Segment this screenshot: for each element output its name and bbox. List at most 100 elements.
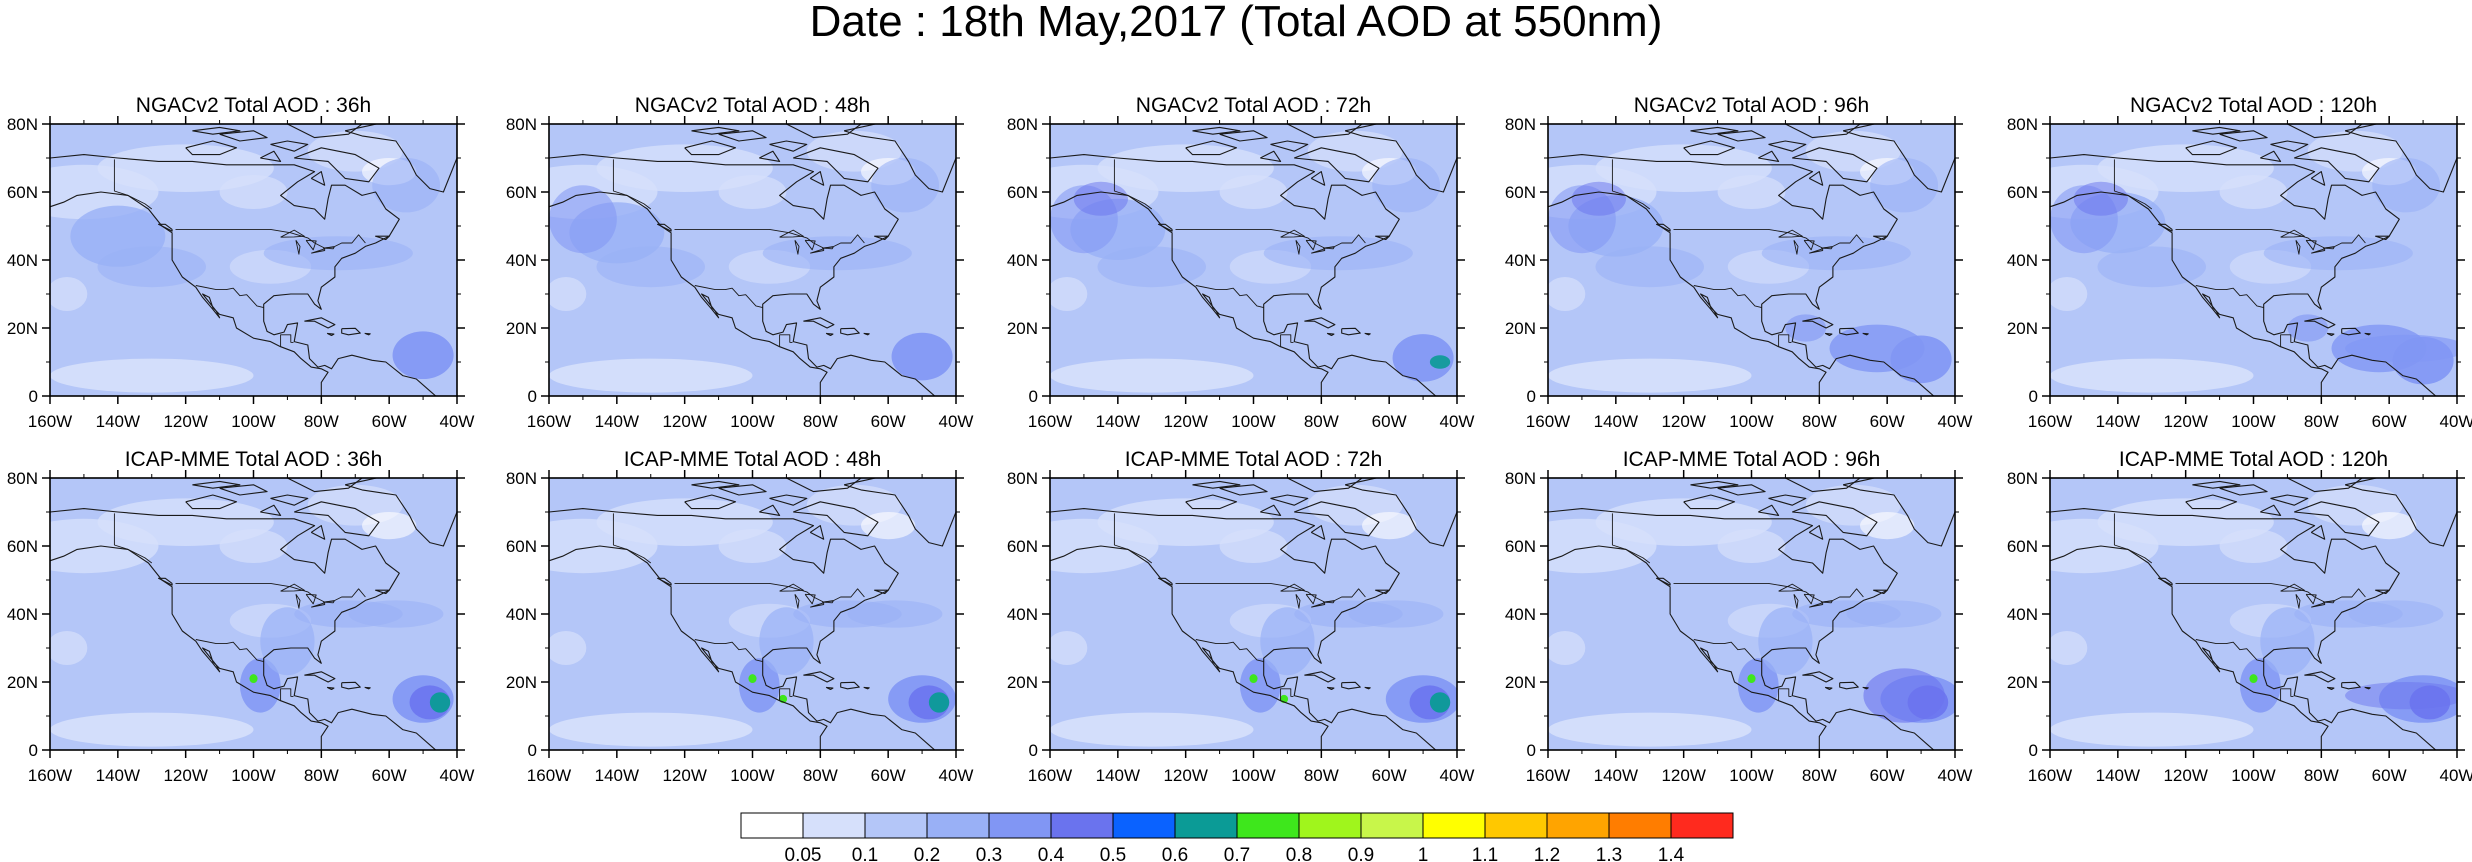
- panel-title: ICAP-MME Total AOD : 48h: [624, 448, 882, 471]
- lon-tick-label: 40W: [2440, 412, 2472, 431]
- lon-tick-label: 100W: [231, 766, 275, 785]
- lake-outline: [295, 594, 301, 609]
- aod-low-area: [2050, 358, 2254, 393]
- island-outline: [809, 171, 825, 186]
- island-outline: [2192, 126, 2241, 135]
- lat-tick-label: 80N: [2007, 469, 2038, 488]
- aod-high-area: [2345, 334, 2457, 362]
- lat-tick-label: 20N: [2007, 319, 2038, 338]
- lat-tick-label: 0: [1527, 741, 1536, 760]
- aod-high-area: [1260, 607, 1315, 676]
- country-border: [1175, 582, 1366, 603]
- lat-tick-label: 20N: [7, 673, 38, 692]
- island-outline: [825, 686, 834, 691]
- island-outline: [1873, 589, 1888, 595]
- panel-title: ICAP-MME Total AOD : 36h: [125, 448, 383, 471]
- island-outline: [2287, 478, 2363, 493]
- colorbar-label: 1.1: [1472, 845, 1498, 862]
- island-outline: [1768, 140, 1807, 152]
- country-border: [2175, 228, 2366, 249]
- colorbar-label: 0.5: [1100, 845, 1126, 862]
- island-outline: [1260, 504, 1282, 516]
- lon-tick-label: 140W: [1594, 766, 1638, 785]
- lon-tick-label: 120W: [1661, 412, 1705, 431]
- aod-field: [50, 124, 457, 396]
- aod-low-area: [2050, 631, 2088, 665]
- aod-high-area: [2239, 658, 2281, 713]
- island-outline: [793, 147, 879, 183]
- lat-tick-label: 40N: [1007, 251, 1038, 270]
- country-border: [2113, 513, 2153, 564]
- lat-tick-label: 0: [29, 387, 38, 406]
- country-border: [1673, 228, 1864, 249]
- island-outline: [1792, 501, 1878, 537]
- lat-tick-label: 60N: [2007, 537, 2038, 556]
- lat-tick-label: 0: [2029, 387, 2038, 406]
- island-outline: [1802, 317, 1834, 329]
- island-outline: [2270, 494, 2309, 506]
- lat-tick-label: 80N: [506, 115, 537, 134]
- island-outline: [2287, 124, 2363, 139]
- lon-tick-label: 120W: [1163, 412, 1207, 431]
- aod-high-area: [1263, 236, 1413, 271]
- lon-tick-label: 160W: [527, 766, 571, 785]
- aod-high-area: [1392, 334, 1454, 382]
- colorbar-swatch: [988, 812, 1052, 839]
- coastline: [50, 545, 329, 750]
- island-outline: [2219, 484, 2268, 496]
- lat-tick-label: 40N: [1007, 605, 1038, 624]
- lake-outline: [1809, 248, 1824, 254]
- island-outline: [2260, 504, 2282, 516]
- aod-low-area: [1050, 277, 1088, 311]
- island-outline: [1792, 147, 1878, 183]
- lon-tick-label: 40W: [939, 766, 974, 785]
- coastline: [50, 191, 329, 396]
- coastline: [1050, 545, 1329, 750]
- lon-tick-label: 60W: [1372, 766, 1407, 785]
- country-border: [612, 513, 652, 564]
- aod-low-area: [1717, 529, 1786, 563]
- coastline: [2344, 124, 2457, 193]
- aod-low-area: [50, 712, 254, 747]
- country-border: [280, 334, 294, 347]
- aod-low-area: [2050, 712, 2254, 747]
- island-outline: [341, 681, 361, 690]
- lake-outline: [1311, 248, 1326, 254]
- island-outline: [1690, 480, 1739, 489]
- aod-high-area: [1429, 692, 1451, 713]
- aod-high-area: [429, 692, 451, 713]
- island-outline: [874, 235, 889, 241]
- island-outline: [1375, 235, 1390, 241]
- lon-tick-label: 80W: [304, 766, 339, 785]
- country-border: [2175, 582, 2366, 603]
- island-outline: [2260, 150, 2282, 162]
- lat-tick-label: 40N: [506, 605, 537, 624]
- colorbar: 0.05 0.1 0.2 0.3 0.4 0.5 0.6 0.7 0.8 0.9 1 1.1 1.2 1.…: [740, 812, 1734, 862]
- lon-tick-label: 80W: [1304, 412, 1339, 431]
- aod-low-area: [1219, 529, 1288, 563]
- colorbar-label: 0.6: [1162, 845, 1188, 862]
- island-outline: [691, 126, 740, 135]
- country-border: [1693, 285, 1762, 309]
- island-outline: [1219, 130, 1268, 142]
- panel-title: NGACv2 Total AOD : 72h: [1136, 94, 1371, 117]
- island-outline: [1768, 494, 1807, 506]
- island-outline: [1364, 332, 1371, 336]
- lon-tick-label: 40W: [1440, 412, 1475, 431]
- country-border: [674, 582, 865, 603]
- country-border: [1195, 285, 1264, 309]
- lat-tick-label: 80N: [1505, 115, 1536, 134]
- country-border: [1673, 582, 1864, 603]
- lon-tick-label: 120W: [2163, 766, 2207, 785]
- country-border: [694, 639, 763, 663]
- island-outline: [656, 223, 672, 232]
- aod-low-area: [1362, 511, 1417, 540]
- colorbar-swatch: [1236, 812, 1300, 839]
- island-outline: [1785, 478, 1861, 493]
- lon-tick-label: 80W: [2304, 412, 2339, 431]
- island-outline: [375, 589, 390, 595]
- island-outline: [1683, 494, 1736, 510]
- colorbar-swatch: [1050, 812, 1114, 839]
- lat-tick-label: 40N: [7, 251, 38, 270]
